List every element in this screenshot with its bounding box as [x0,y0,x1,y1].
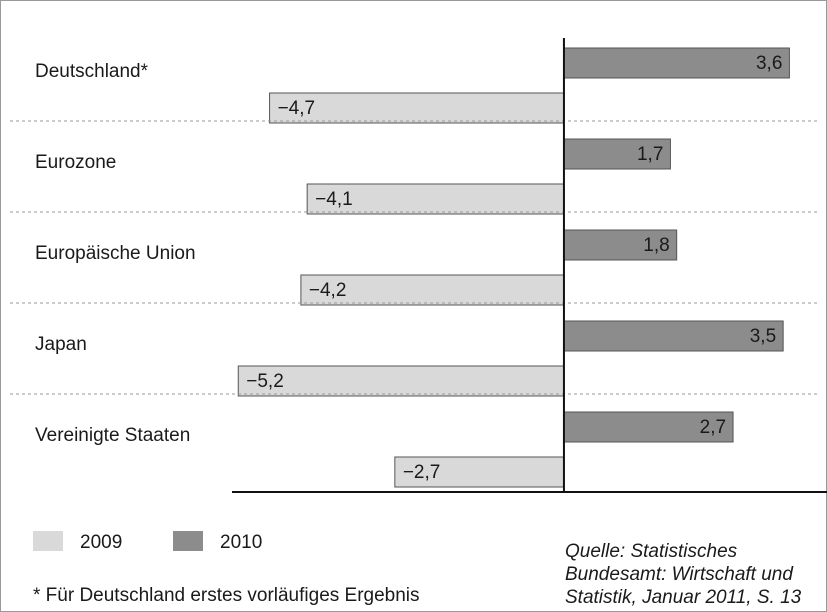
legend-swatch [173,531,203,551]
value-label: 1,7 [637,144,663,165]
value-label: 3,5 [750,326,776,347]
category-label: Vereinigte Staaten [35,425,190,446]
value-label: −4,7 [278,98,316,119]
bar [563,138,671,170]
legend-swatch [33,531,63,551]
value-label: 2,7 [700,417,726,438]
value-label: 3,6 [756,53,782,74]
legend-label: 2009 [80,532,122,553]
bar [306,183,565,215]
source-note: Bundesamt: Wirtschaft und [565,564,794,585]
value-label: −4,1 [315,189,353,210]
bar [269,92,565,124]
source-note: Quelle: Statistisches [565,541,738,562]
footnote: * Für Deutschland erstes vorläufiges Erg… [33,585,420,606]
legend-label: 2010 [220,532,262,553]
bar [563,411,734,443]
bar [237,365,565,397]
category-label: Deutschland* [35,61,149,82]
category-label: Japan [35,334,87,355]
value-label: −5,2 [246,371,284,392]
source-note: Statistik, Januar 2011, S. 13 [565,587,802,608]
value-label: −2,7 [403,462,441,483]
bar [563,320,784,352]
value-label: 1,8 [643,235,669,256]
category-label: Eurozone [35,152,116,173]
bar [563,47,790,79]
value-label: −4,2 [309,280,347,301]
bar [563,229,678,261]
category-label: Europäische Union [35,243,196,264]
